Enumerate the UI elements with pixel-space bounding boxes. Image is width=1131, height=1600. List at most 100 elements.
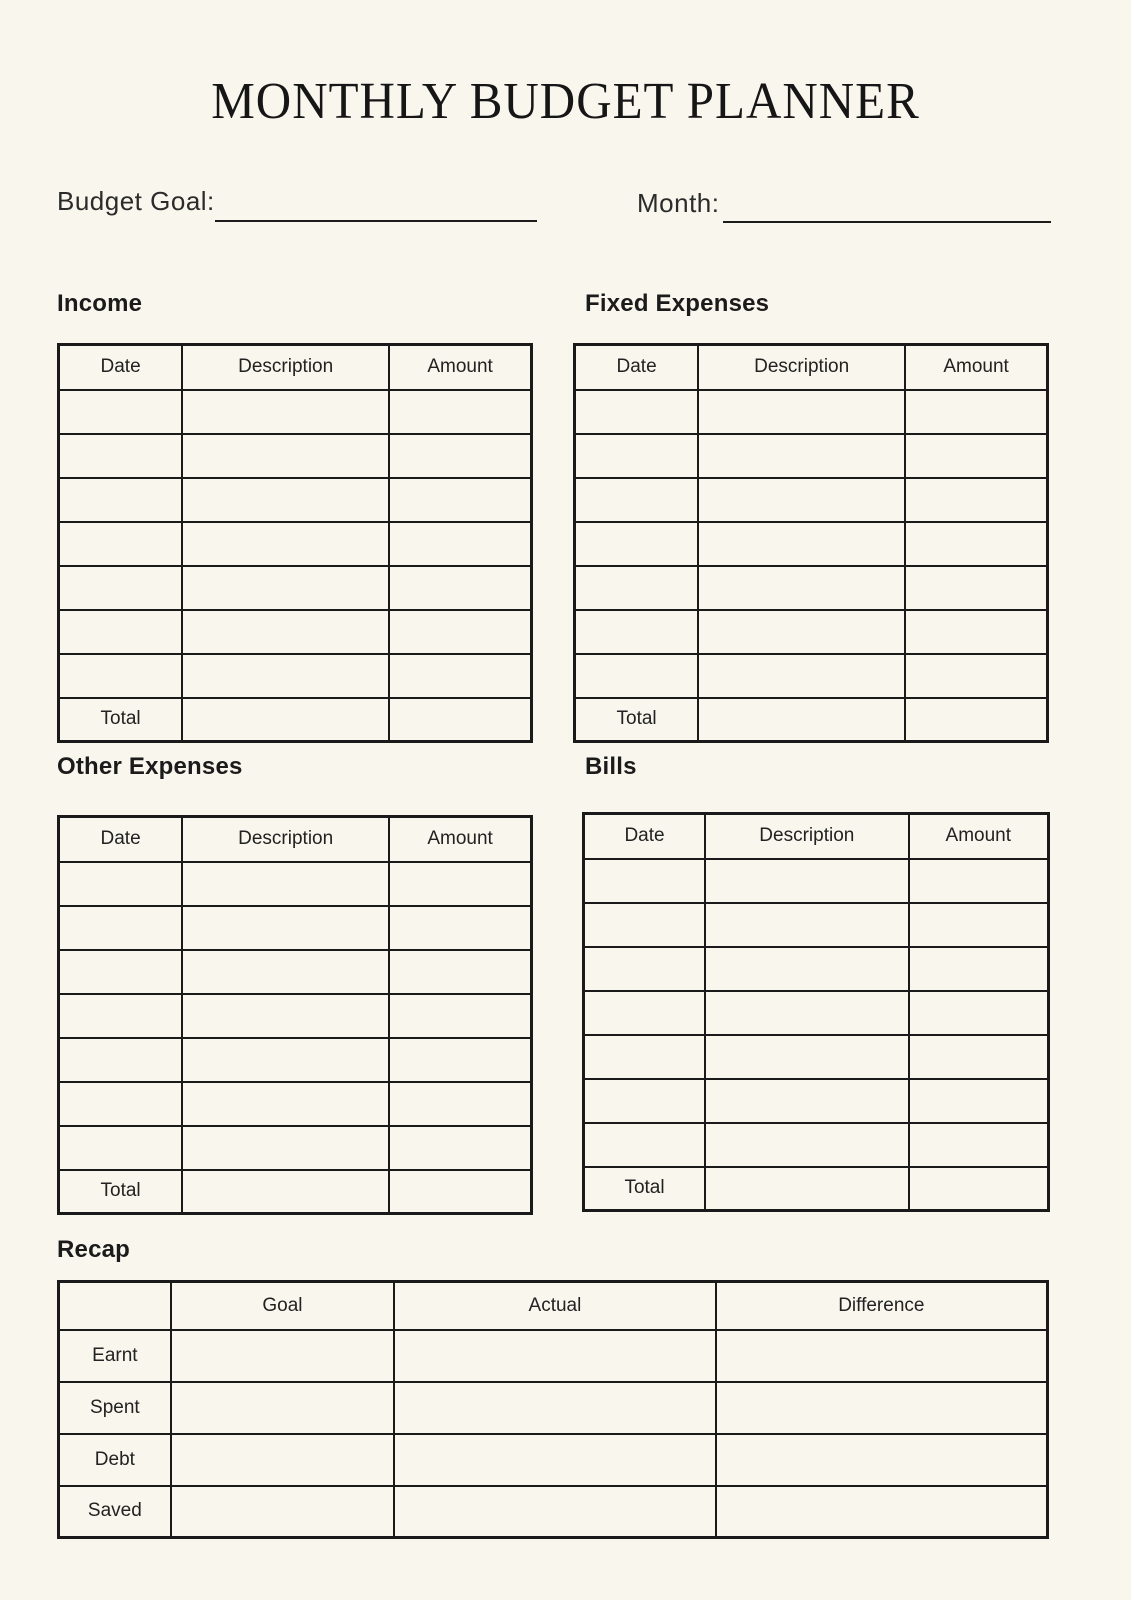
amount-cell[interactable] bbox=[904, 432, 1049, 479]
description-cell[interactable] bbox=[697, 608, 907, 655]
amount-cell[interactable] bbox=[388, 520, 533, 567]
date-cell[interactable] bbox=[573, 564, 700, 611]
amount-cell[interactable] bbox=[907, 945, 1050, 992]
amount-cell[interactable] bbox=[388, 904, 533, 951]
date-cell[interactable] bbox=[57, 992, 184, 1039]
total-description-cell[interactable] bbox=[697, 696, 907, 743]
description-cell[interactable] bbox=[181, 388, 391, 435]
date-cell[interactable] bbox=[573, 608, 700, 655]
date-cell[interactable] bbox=[573, 476, 700, 523]
amount-cell[interactable] bbox=[388, 1036, 533, 1083]
amount-cell[interactable] bbox=[907, 857, 1050, 904]
amount-cell[interactable] bbox=[907, 1121, 1050, 1168]
date-cell[interactable] bbox=[573, 520, 700, 567]
total-description-cell[interactable] bbox=[181, 1168, 391, 1215]
amount-cell[interactable] bbox=[388, 564, 533, 611]
description-cell[interactable] bbox=[181, 564, 391, 611]
difference-cell[interactable] bbox=[714, 1432, 1049, 1487]
date-cell[interactable] bbox=[57, 1124, 184, 1171]
goal-cell[interactable] bbox=[169, 1484, 396, 1539]
date-cell[interactable] bbox=[573, 388, 700, 435]
description-cell[interactable] bbox=[181, 1036, 391, 1083]
amount-cell[interactable] bbox=[904, 564, 1049, 611]
amount-cell[interactable] bbox=[388, 948, 533, 995]
amount-cell[interactable] bbox=[904, 520, 1049, 567]
amount-cell[interactable] bbox=[388, 476, 533, 523]
total-amount-cell[interactable] bbox=[904, 696, 1049, 743]
description-cell[interactable] bbox=[181, 608, 391, 655]
description-cell[interactable] bbox=[181, 948, 391, 995]
date-cell[interactable] bbox=[582, 1121, 707, 1168]
date-cell[interactable] bbox=[57, 564, 184, 611]
date-cell[interactable] bbox=[57, 608, 184, 655]
description-cell[interactable] bbox=[181, 520, 391, 567]
description-cell[interactable] bbox=[181, 652, 391, 699]
date-cell[interactable] bbox=[573, 652, 700, 699]
actual-cell[interactable] bbox=[393, 1432, 717, 1487]
amount-cell[interactable] bbox=[388, 432, 533, 479]
amount-cell[interactable] bbox=[907, 989, 1050, 1036]
description-cell[interactable] bbox=[704, 945, 910, 992]
date-cell[interactable] bbox=[57, 476, 184, 523]
description-cell[interactable] bbox=[704, 857, 910, 904]
total-description-cell[interactable] bbox=[181, 696, 391, 743]
amount-cell[interactable] bbox=[388, 652, 533, 699]
description-cell[interactable] bbox=[181, 992, 391, 1039]
total-description-cell[interactable] bbox=[704, 1165, 910, 1212]
date-cell[interactable] bbox=[582, 1033, 707, 1080]
total-amount-cell[interactable] bbox=[907, 1165, 1050, 1212]
description-cell[interactable] bbox=[704, 1033, 910, 1080]
description-cell[interactable] bbox=[181, 904, 391, 951]
month-blank[interactable] bbox=[723, 221, 1051, 223]
budget-goal-blank[interactable] bbox=[215, 220, 537, 222]
actual-cell[interactable] bbox=[393, 1328, 717, 1383]
description-cell[interactable] bbox=[704, 1077, 910, 1124]
date-cell[interactable] bbox=[582, 901, 707, 948]
description-cell[interactable] bbox=[181, 1124, 391, 1171]
description-cell[interactable] bbox=[697, 388, 907, 435]
amount-cell[interactable] bbox=[388, 992, 533, 1039]
description-cell[interactable] bbox=[704, 901, 910, 948]
amount-cell[interactable] bbox=[907, 1077, 1050, 1124]
amount-cell[interactable] bbox=[907, 901, 1050, 948]
description-cell[interactable] bbox=[697, 652, 907, 699]
description-cell[interactable] bbox=[697, 476, 907, 523]
amount-cell[interactable] bbox=[904, 608, 1049, 655]
date-cell[interactable] bbox=[573, 432, 700, 479]
date-cell[interactable] bbox=[57, 860, 184, 907]
difference-cell[interactable] bbox=[714, 1328, 1049, 1383]
description-cell[interactable] bbox=[697, 432, 907, 479]
total-amount-cell[interactable] bbox=[388, 696, 533, 743]
goal-cell[interactable] bbox=[169, 1380, 396, 1435]
date-cell[interactable] bbox=[582, 989, 707, 1036]
amount-cell[interactable] bbox=[388, 608, 533, 655]
description-cell[interactable] bbox=[704, 989, 910, 1036]
amount-cell[interactable] bbox=[904, 388, 1049, 435]
amount-cell[interactable] bbox=[907, 1033, 1050, 1080]
amount-cell[interactable] bbox=[904, 652, 1049, 699]
date-cell[interactable] bbox=[57, 388, 184, 435]
description-cell[interactable] bbox=[697, 564, 907, 611]
difference-cell[interactable] bbox=[714, 1484, 1049, 1539]
date-cell[interactable] bbox=[57, 432, 184, 479]
description-cell[interactable] bbox=[697, 520, 907, 567]
description-cell[interactable] bbox=[181, 1080, 391, 1127]
date-cell[interactable] bbox=[582, 857, 707, 904]
actual-cell[interactable] bbox=[393, 1484, 717, 1539]
date-cell[interactable] bbox=[57, 652, 184, 699]
amount-cell[interactable] bbox=[388, 1124, 533, 1171]
amount-cell[interactable] bbox=[904, 476, 1049, 523]
amount-cell[interactable] bbox=[388, 388, 533, 435]
date-cell[interactable] bbox=[57, 520, 184, 567]
description-cell[interactable] bbox=[704, 1121, 910, 1168]
description-cell[interactable] bbox=[181, 432, 391, 479]
difference-cell[interactable] bbox=[714, 1380, 1049, 1435]
date-cell[interactable] bbox=[582, 945, 707, 992]
goal-cell[interactable] bbox=[169, 1328, 396, 1383]
date-cell[interactable] bbox=[57, 904, 184, 951]
date-cell[interactable] bbox=[57, 1036, 184, 1083]
description-cell[interactable] bbox=[181, 860, 391, 907]
date-cell[interactable] bbox=[57, 1080, 184, 1127]
description-cell[interactable] bbox=[181, 476, 391, 523]
total-amount-cell[interactable] bbox=[388, 1168, 533, 1215]
